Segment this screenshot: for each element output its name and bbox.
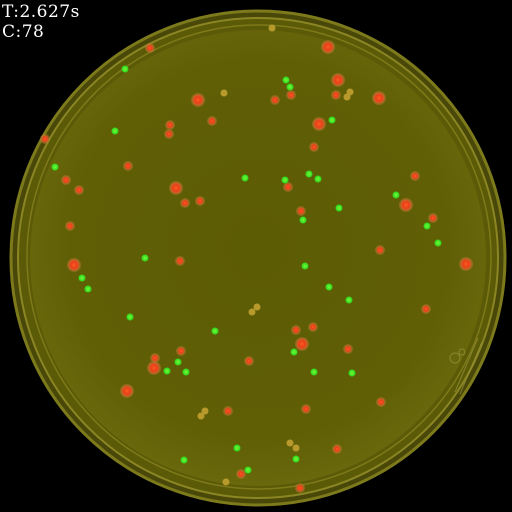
red-colony [411,172,419,180]
red-colony [400,199,412,211]
green-colony [286,83,294,91]
green-colony [335,204,343,212]
green-colony [233,444,241,452]
red-colony [332,91,340,99]
red-colony [196,197,204,205]
red-colony [460,258,472,270]
green-colony [51,163,59,171]
red-colony [208,117,216,125]
red-colony [284,183,292,191]
agar-surface [30,30,486,486]
green-colony [282,76,290,84]
green-colony [111,127,119,135]
red-colonies [40,40,473,493]
red-colony [296,484,304,492]
red-colony [292,326,300,334]
tan-colony [197,412,205,420]
tan-colony [292,444,300,452]
red-colony [41,135,49,143]
tan-colony [286,439,294,447]
red-colony [333,445,341,453]
red-colony [245,357,253,365]
red-colony [146,44,154,52]
green-colony [290,348,298,356]
tan-colony [220,89,228,97]
red-colony [151,354,159,362]
red-colony [176,257,184,265]
tan-colonies [197,24,354,486]
green-colony [141,254,149,262]
green-colony [328,116,336,124]
red-colony [297,207,305,215]
red-colony [313,118,325,130]
tan-colony [201,407,209,415]
plate-marking [449,337,483,395]
red-colony [166,121,174,129]
green-colony [174,358,182,366]
green-colony [180,456,188,464]
green-colony [423,222,431,230]
green-colony [182,368,190,376]
red-colony [177,347,185,355]
red-colony [224,407,232,415]
red-colony [62,176,70,184]
red-colony [170,182,182,194]
red-colony [287,91,295,99]
green-colony [121,65,129,73]
green-colony [281,176,289,184]
red-colony [121,385,133,397]
red-colony [422,305,430,313]
red-colony [377,398,385,406]
green-colony [163,367,171,375]
green-colony [345,296,353,304]
green-colony [325,283,333,291]
red-colony [165,130,173,138]
red-colony [296,338,308,350]
green-colony [305,170,313,178]
red-colony [373,92,385,104]
green-colony [292,455,300,463]
red-colony [66,222,74,230]
red-colony [309,323,317,331]
red-colony [271,96,279,104]
green-colony [301,262,309,270]
red-colony [68,259,80,271]
tan-colony [248,308,256,316]
tan-colony [343,93,351,101]
red-colony [344,345,352,353]
green-colony [244,466,252,474]
red-colony [310,143,318,151]
red-colony [148,362,160,374]
red-colony [181,199,189,207]
red-colony [192,94,204,106]
green-colony [310,368,318,376]
green-colony [78,274,86,282]
red-colony [322,41,334,53]
green-colony [392,191,400,199]
tan-colony [222,478,230,486]
green-colonies [51,65,442,474]
colony-count-readout: C:78 [2,22,45,42]
green-colony [299,216,307,224]
green-colony [84,285,92,293]
tan-colony [268,24,276,32]
green-colony [314,175,322,183]
elapsed-time-readout: T:2.627s [2,2,80,22]
green-colony [241,174,249,182]
plate-rim-inner [26,24,492,490]
red-colony [332,74,344,86]
green-colony [348,369,356,377]
green-colony [434,239,442,247]
tan-colony [253,303,261,311]
red-colony [237,470,245,478]
red-colony [75,186,83,194]
red-colony [302,405,310,413]
red-colony [124,162,132,170]
green-colony [211,327,219,335]
red-colony [429,214,437,222]
green-colony [126,313,134,321]
red-colony [376,246,384,254]
